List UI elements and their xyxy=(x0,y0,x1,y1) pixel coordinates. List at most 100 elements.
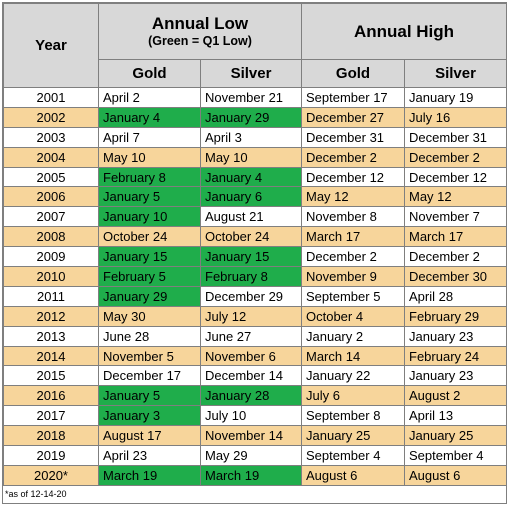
footnote: *as of 12-14-20 xyxy=(5,489,67,499)
high-silver-cell: January 25 xyxy=(403,425,508,447)
table-row: 2006 January 5 January 6 May 12 May 12 xyxy=(3,186,508,208)
year-cell: 2011 xyxy=(3,285,99,307)
table-row: 2014 November 5 November 6 March 14 February… xyxy=(3,345,508,367)
low-silver-cell: October 24 xyxy=(200,226,302,248)
high-gold-cell: September 4 xyxy=(301,445,405,466)
table-row: 2013 June 28 June 27 January 2 January 23 xyxy=(3,325,508,347)
low-silver-cell: December 29 xyxy=(200,285,302,307)
annual-high-header: Annual High xyxy=(300,3,508,60)
low-silver-header: Silver xyxy=(200,59,302,88)
high-gold-cell: August 6 xyxy=(301,464,405,486)
high-silver-header: Silver xyxy=(403,59,508,88)
table-row: 2005 February 8 January 4 December 12 Decemb… xyxy=(3,166,508,188)
low-silver-cell: May 29 xyxy=(200,445,302,466)
high-silver-cell: May 12 xyxy=(403,186,508,208)
high-silver-cell: November 7 xyxy=(403,206,508,228)
high-silver-cell: April 28 xyxy=(403,285,508,307)
high-gold-cell: September 17 xyxy=(301,87,405,108)
low-gold-cell: October 24 xyxy=(98,226,201,248)
low-gold-cell: May 10 xyxy=(98,146,201,168)
annual-low-title: Annual Low xyxy=(151,14,249,33)
year-cell: 2001 xyxy=(3,87,99,108)
high-silver-cell: April 13 xyxy=(403,405,508,427)
high-gold-cell: December 12 xyxy=(301,166,405,188)
low-gold-cell: January 5 xyxy=(98,385,201,407)
table-row: 2012 May 30 July 12 October 4 February 29 xyxy=(3,305,508,327)
low-gold-cell: January 15 xyxy=(98,246,201,268)
year-cell: 2012 xyxy=(3,305,99,327)
low-silver-cell: March 19 xyxy=(200,464,302,486)
low-silver-cell: January 15 xyxy=(200,246,302,268)
high-silver-cell: December 12 xyxy=(403,166,508,188)
table-row: 2017 January 3 July 10 September 8 April 13 xyxy=(3,405,508,427)
year-cell: 2003 xyxy=(3,126,99,148)
low-silver-cell: November 14 xyxy=(200,425,302,447)
table-row: 2009 January 15 January 15 December 2 Decemb… xyxy=(3,246,508,268)
high-silver-cell: January 23 xyxy=(403,325,508,347)
year-cell: 2019 xyxy=(3,445,99,466)
low-gold-cell: April 23 xyxy=(98,445,201,466)
table-row: 2011 January 29 December 29 September 5 Apri… xyxy=(3,285,508,307)
low-gold-cell: January 3 xyxy=(98,405,201,427)
high-silver-cell: January 19 xyxy=(403,87,508,108)
low-gold-cell: February 5 xyxy=(98,266,201,287)
high-silver-cell: March 17 xyxy=(403,226,508,248)
low-silver-cell: January 4 xyxy=(200,166,302,188)
low-gold-cell: November 5 xyxy=(98,345,201,367)
low-gold-cell: June 28 xyxy=(98,325,201,347)
year-cell: 2009 xyxy=(3,246,99,268)
low-silver-cell: November 21 xyxy=(200,87,302,108)
low-silver-cell: August 21 xyxy=(200,206,302,228)
year-cell: 2005 xyxy=(3,166,99,188)
high-gold-header: Gold xyxy=(301,59,405,88)
year-cell: 2016 xyxy=(3,385,99,407)
high-silver-cell: July 16 xyxy=(403,106,508,128)
table-row: 2018 August 17 November 14 January 25 Januar… xyxy=(3,425,508,447)
table-row: 2020* March 19 March 19 August 6 August 6 xyxy=(3,464,508,486)
low-silver-cell: January 28 xyxy=(200,385,302,407)
low-silver-cell: November 6 xyxy=(200,345,302,367)
high-silver-cell: August 2 xyxy=(403,385,508,407)
table-row: 2015 December 17 December 14 January 22 Janu… xyxy=(3,365,508,387)
low-silver-cell: January 6 xyxy=(200,186,302,208)
year-header: Year xyxy=(3,3,99,88)
high-silver-cell: December 30 xyxy=(403,266,508,287)
table-row: 2010 February 5 February 8 November 9 Decemb… xyxy=(3,266,508,287)
low-silver-cell: January 29 xyxy=(200,106,302,128)
low-gold-cell: April 2 xyxy=(98,87,201,108)
year-cell: 2004 xyxy=(3,146,99,168)
table-row: 2008 October 24 October 24 March 17 March 17 xyxy=(3,226,508,248)
year-cell: 2013 xyxy=(3,325,99,347)
low-gold-cell: January 29 xyxy=(98,285,201,307)
low-gold-cell: January 4 xyxy=(98,106,201,128)
low-gold-cell: January 10 xyxy=(98,206,201,228)
table-row: 2003 April 7 April 3 December 31 December 31 xyxy=(3,126,508,148)
low-gold-cell: April 7 xyxy=(98,126,201,148)
high-gold-cell: December 31 xyxy=(301,126,405,148)
low-silver-cell: December 14 xyxy=(200,365,302,387)
table-body: 2001 April 2 November 21 September 17 Januar… xyxy=(3,87,508,486)
year-cell: 2015 xyxy=(3,365,99,387)
high-gold-cell: May 12 xyxy=(301,186,405,208)
year-cell: 2014 xyxy=(3,345,99,367)
low-gold-cell: May 30 xyxy=(98,305,201,327)
table-row: 2004 May 10 May 10 December 2 December 2 xyxy=(3,146,508,168)
high-silver-cell: December 2 xyxy=(403,246,508,268)
low-silver-cell: May 10 xyxy=(200,146,302,168)
high-silver-cell: February 29 xyxy=(403,305,508,327)
high-gold-cell: October 4 xyxy=(301,305,405,327)
table-row: 2001 April 2 November 21 September 17 Januar… xyxy=(3,87,508,108)
high-gold-cell: November 9 xyxy=(301,266,405,287)
year-cell: 2008 xyxy=(3,226,99,248)
low-gold-cell: February 8 xyxy=(98,166,201,188)
low-gold-header: Gold xyxy=(98,59,201,88)
year-cell: 2007 xyxy=(3,206,99,228)
high-gold-cell: September 8 xyxy=(301,405,405,427)
low-gold-cell: March 19 xyxy=(98,464,201,486)
year-cell: 2002 xyxy=(3,106,99,128)
high-gold-cell: January 22 xyxy=(301,365,405,387)
year-cell: 2006 xyxy=(3,186,99,208)
high-gold-cell: November 8 xyxy=(301,206,405,228)
year-cell: 2020* xyxy=(3,464,99,486)
table-row: 2019 April 23 May 29 September 4 September 4 xyxy=(3,445,508,466)
